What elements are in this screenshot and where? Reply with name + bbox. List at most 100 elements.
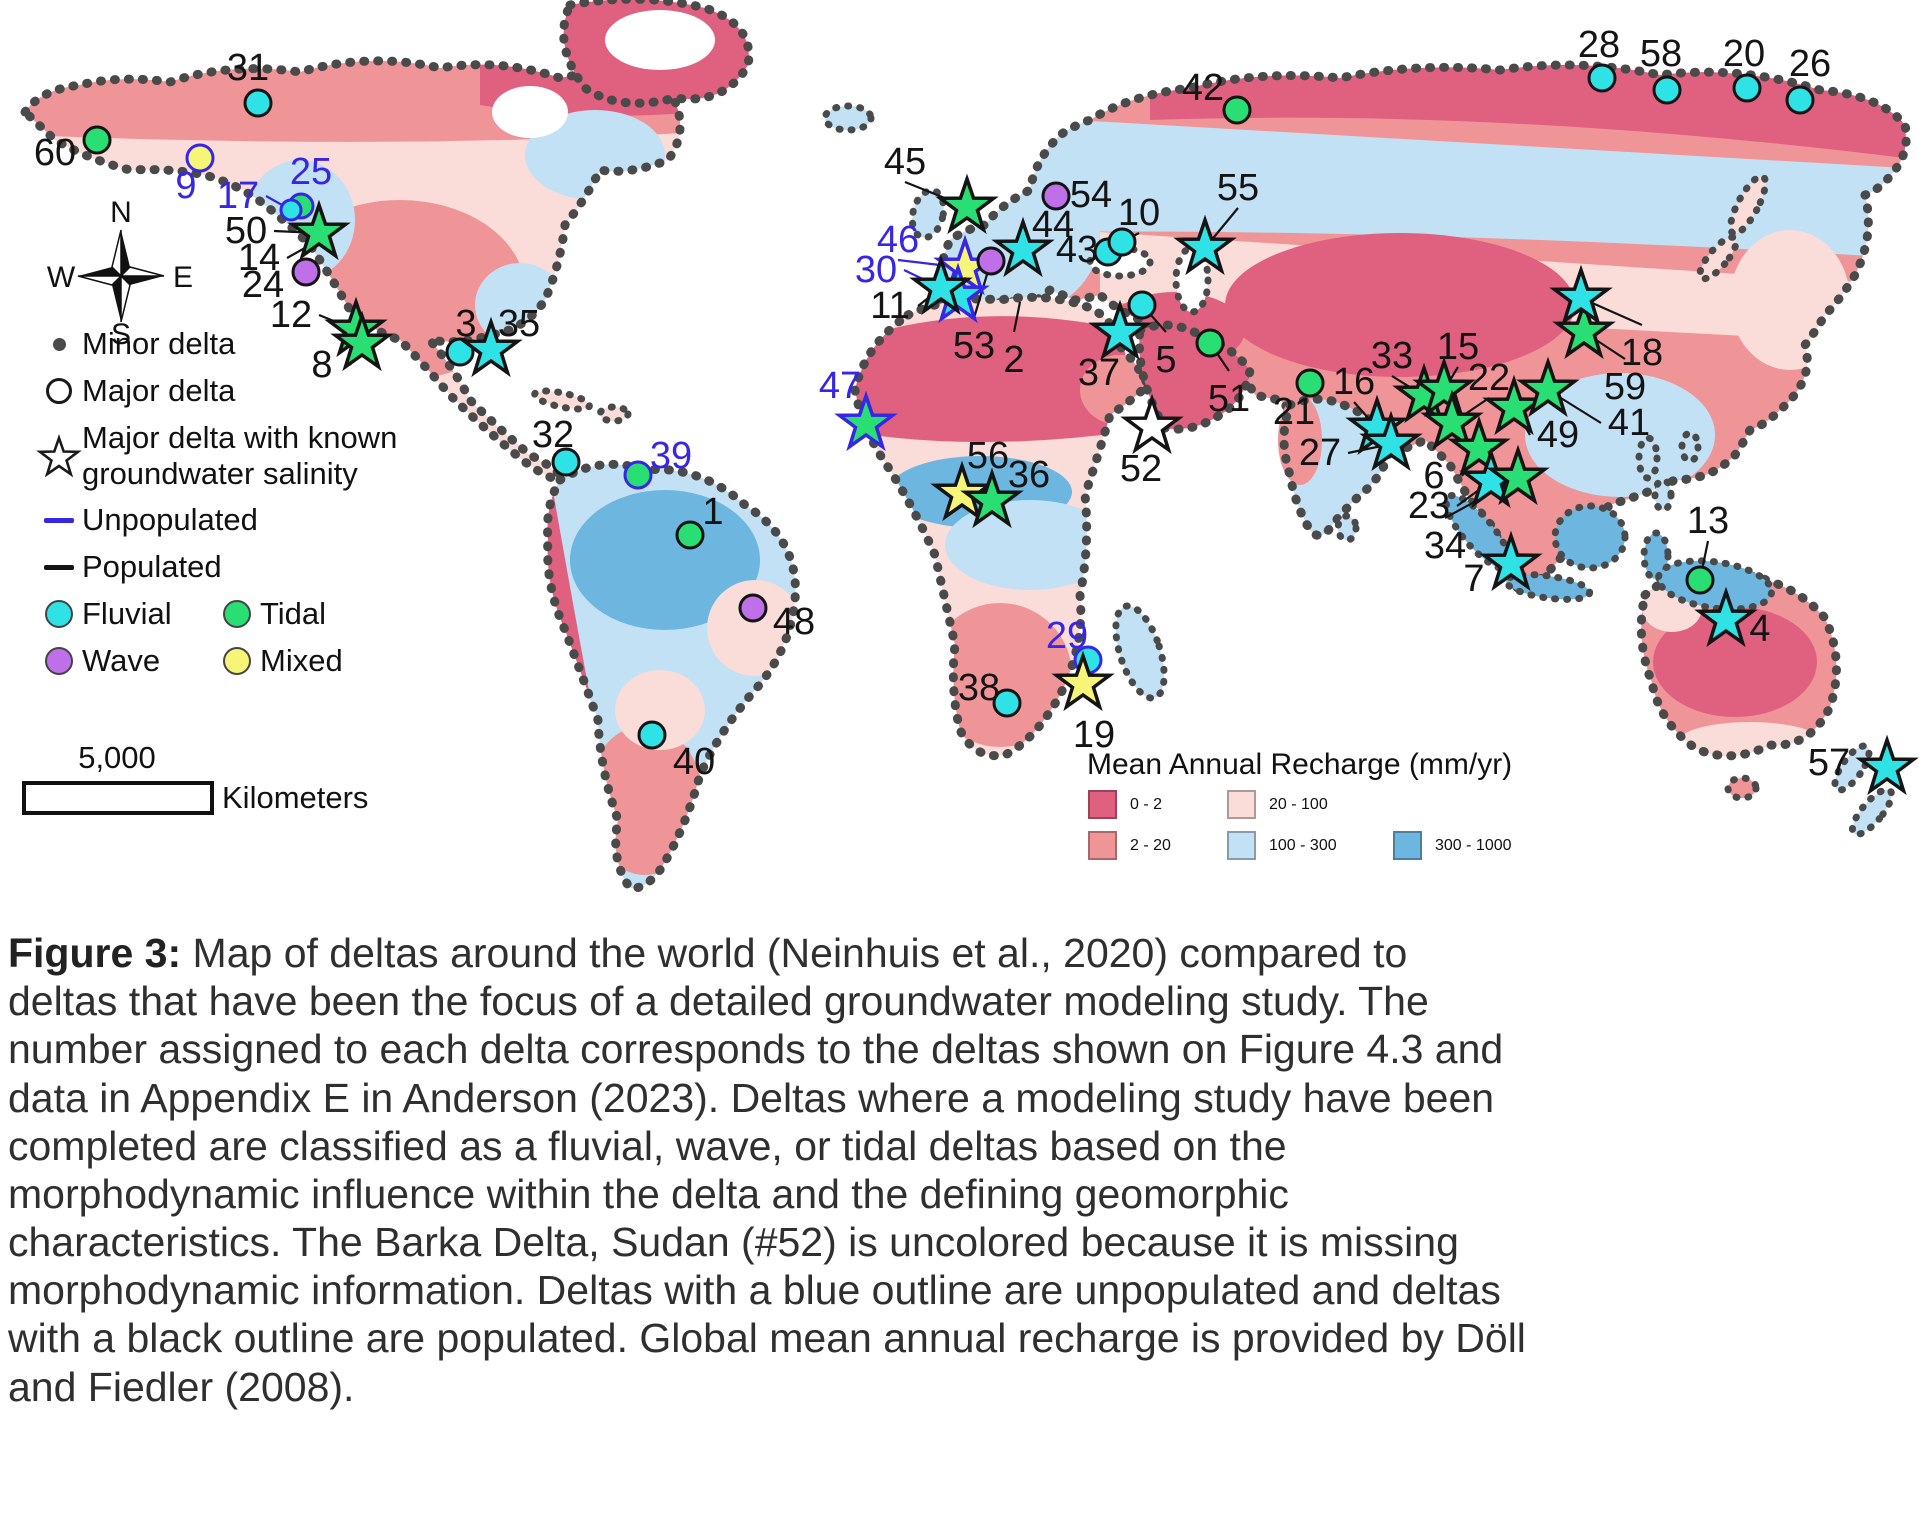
- mixed-icon: [223, 647, 251, 676]
- recharge-label: 300 - 1000: [1435, 836, 1512, 854]
- scale-unit: Kilometers: [222, 780, 369, 815]
- delta-marker-37: [1088, 299, 1152, 361]
- delta-marker-36: [960, 467, 1024, 529]
- legend-label: Populated: [82, 549, 222, 585]
- delta-marker-24: [291, 257, 321, 287]
- scale-bar: 5,000 Kilometers: [22, 740, 442, 816]
- populated-outline-icon: [44, 564, 74, 570]
- delta-marker-26: [1785, 85, 1815, 115]
- delta-label-42: 42: [1182, 67, 1224, 109]
- delta-marker-51: [1195, 328, 1225, 358]
- delta-label-1: 1: [702, 491, 723, 533]
- recharge-label: 2 - 20: [1130, 836, 1171, 854]
- compass-e: E: [173, 261, 193, 294]
- figure-caption: Figure 3: Map of deltas around the world…: [0, 893, 1536, 1411]
- delta-marker-38: [992, 688, 1022, 718]
- sulawesi: [1640, 529, 1672, 583]
- delta-label-37: 37: [1078, 352, 1120, 394]
- delta-label-25: 25: [290, 151, 332, 193]
- delta-label-44: 44: [1032, 204, 1074, 246]
- delta-label-39: 39: [650, 435, 692, 477]
- delta-label-36: 36: [1008, 454, 1050, 496]
- delta-label-33: 33: [1371, 335, 1413, 377]
- recharge-label: 20 - 100: [1269, 795, 1328, 813]
- delta-label-28: 28: [1578, 24, 1620, 66]
- delta-marker-20: [1732, 73, 1762, 103]
- delta-marker-6: [1447, 415, 1511, 477]
- delta-label-51: 51: [1208, 378, 1250, 420]
- caption-label: Figure 3:: [8, 930, 182, 976]
- delta-label-9: 9: [175, 165, 196, 207]
- delta-marker-21: [1295, 368, 1325, 398]
- delta-label-22: 22: [1468, 357, 1510, 399]
- delta-label-56: 56: [967, 435, 1009, 477]
- delta-label-49: 49: [1537, 414, 1579, 456]
- delta-marker-31: [243, 88, 273, 118]
- delta-label-6: 6: [1423, 455, 1444, 497]
- delta-label-3: 3: [455, 303, 476, 345]
- legend-label-line2: groundwater salinity: [82, 455, 358, 491]
- delta-marker-11: [909, 254, 973, 316]
- delta-label-38: 38: [958, 667, 1000, 709]
- recharge-class-1: 2 - 20: [1088, 831, 1171, 860]
- legend-label: Minor delta: [82, 326, 236, 361]
- legend-populated: Populated: [36, 549, 397, 585]
- delta-label-14: 14: [238, 237, 280, 279]
- madagascar: [1112, 602, 1168, 702]
- scale-distance: 5,000: [78, 740, 156, 775]
- delta-label-50: 50: [225, 210, 267, 252]
- recharge-class-2: 20 - 100: [1227, 790, 1328, 819]
- delta-label-10: 10: [1118, 192, 1160, 234]
- delta-label-13: 13: [1687, 500, 1729, 542]
- delta-marker-58: [1652, 75, 1682, 105]
- delta-marker-17: [279, 198, 303, 222]
- leader-line-2: [1012, 301, 1022, 333]
- legend-label: Wave: [82, 643, 161, 679]
- delta-label-31: 31: [227, 47, 269, 89]
- recharge-swatch: [1088, 831, 1117, 860]
- sri-lanka: [1334, 512, 1360, 544]
- new-zealand-north: [1831, 742, 1873, 794]
- delta-label-45: 45: [884, 141, 926, 183]
- wave-icon: [45, 647, 73, 676]
- hispaniola: [596, 403, 632, 425]
- legend-fluvial-tidal: Fluvial Tidal: [36, 596, 397, 632]
- delta-marker-32: [551, 447, 581, 477]
- delta-label-60: 60: [34, 132, 76, 174]
- recharge-class-4: 300 - 1000: [1393, 831, 1512, 860]
- borneo: [1551, 502, 1629, 572]
- delta-label-35: 35: [498, 303, 540, 345]
- delta-marker-55: [1173, 214, 1237, 276]
- delta-label-58: 58: [1640, 33, 1682, 75]
- delta-label-34: 34: [1424, 525, 1466, 567]
- delta-marker-8: [330, 310, 394, 372]
- japan-north: [1727, 172, 1769, 238]
- delta-label-17: 17: [217, 175, 259, 217]
- map-legend: Minor delta Major delta Major delta with…: [36, 326, 397, 690]
- delta-marker-1: [675, 520, 705, 550]
- compass-w: W: [47, 261, 76, 294]
- delta-marker-59: [1552, 298, 1616, 360]
- delta-label-16: 16: [1333, 361, 1375, 403]
- new-zealand-south: [1848, 786, 1896, 838]
- delta-marker-28: [1587, 63, 1617, 93]
- delta-marker-42: [1222, 95, 1252, 125]
- delta-label-8: 8: [311, 344, 332, 386]
- delta-label-54: 54: [1070, 174, 1112, 216]
- tasmania: [1724, 774, 1760, 802]
- delta-marker-47: [834, 390, 898, 452]
- delta-label-18: 18: [1621, 332, 1663, 374]
- delta-marker-27: [1359, 410, 1423, 472]
- delta-label-4: 4: [1749, 608, 1770, 650]
- compass-s: S: [111, 318, 131, 351]
- delta-label-20: 20: [1723, 33, 1765, 75]
- delta-label-27: 27: [1299, 432, 1341, 474]
- delta-label-19: 19: [1073, 714, 1115, 756]
- cuba: [531, 387, 593, 413]
- delta-markers: [82, 63, 1919, 796]
- recharge-legend: Mean Annual Recharge (mm/yr): [1087, 748, 1512, 792]
- recharge-label: 100 - 300: [1269, 836, 1337, 854]
- delta-label-41: 41: [1608, 402, 1650, 444]
